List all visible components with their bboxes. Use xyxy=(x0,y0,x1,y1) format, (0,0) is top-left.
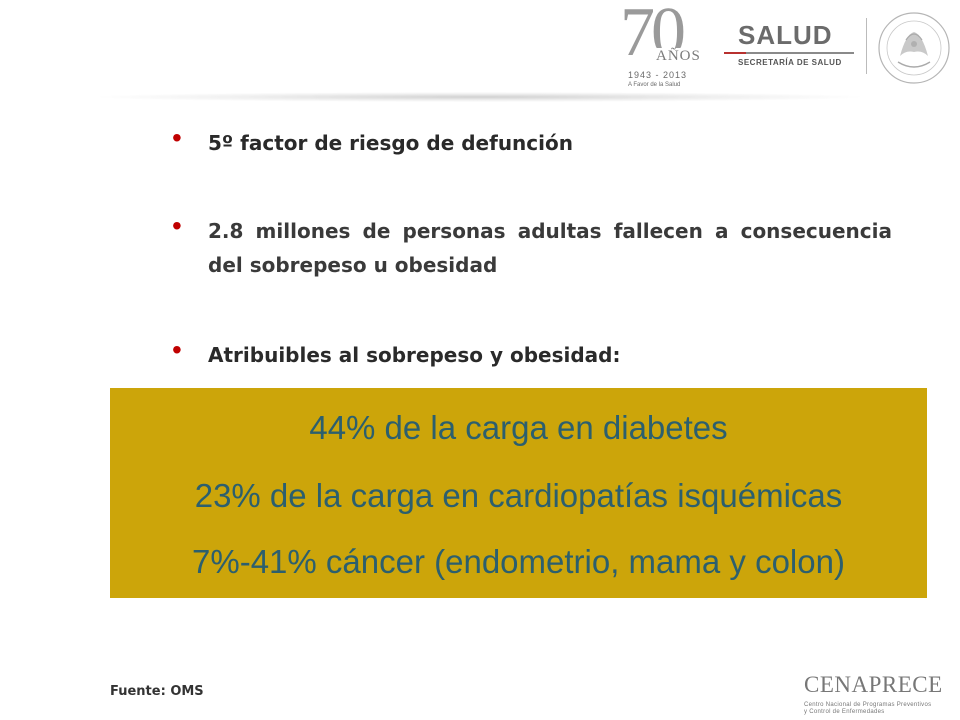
cenaprece-logo-subtitle-1: Centro Nacional de Programas Preventivos xyxy=(804,702,932,708)
anniversary-70-logo: 70 AÑOS 1943 - 2013 A Favor de la Salud xyxy=(620,0,704,96)
bullet-text-risk-factor: 5º factor de riesgo de defunción xyxy=(208,131,573,155)
bullet-text-adult-deaths: 2.8 millones de personas adultas fallece… xyxy=(208,219,892,277)
salud-logo-word: SALUD xyxy=(738,20,833,50)
burden-line-cancer: 7%-41% cáncer (endometrio, mama y colon) xyxy=(192,543,845,580)
anniversary-tagline: A Favor de la Salud xyxy=(628,82,681,88)
header-vertical-separator xyxy=(866,18,867,74)
salud-logo-subtitle: SECRETARÍA DE SALUD xyxy=(738,58,842,67)
salud-logo: SALUD SECRETARÍA DE SALUD xyxy=(724,20,854,76)
bullet-marker: • xyxy=(172,210,182,241)
bullet-marker: • xyxy=(172,334,182,365)
source-citation: Fuente: OMS xyxy=(110,684,204,699)
anniversary-word: AÑOS xyxy=(654,48,703,65)
bullet-text-attributable: Atribuibles al sobrepeso y obesidad: xyxy=(208,343,621,367)
cenaprece-logo: CENAPRECE Centro Nacional de Programas P… xyxy=(804,672,952,718)
attributable-burden-box: 44% de la carga en diabetes 23% de la ca… xyxy=(110,388,927,598)
mexico-seal-icon xyxy=(878,12,950,84)
cenaprece-logo-subtitle-2: y Control de Enfermedades xyxy=(804,709,885,715)
anniversary-years: 1943 - 2013 xyxy=(628,70,688,80)
salud-logo-bar xyxy=(724,52,854,54)
burden-line-diabetes: 44% de la carga en diabetes xyxy=(309,409,728,446)
cenaprece-logo-word: CENAPRECE xyxy=(804,672,943,697)
salud-logo-accent-bar xyxy=(724,52,746,54)
header-divider-shadow xyxy=(100,92,860,102)
burden-line-heart-disease: 23% de la carga en cardiopatías isquémic… xyxy=(194,477,843,514)
bullet-marker: • xyxy=(172,122,182,153)
